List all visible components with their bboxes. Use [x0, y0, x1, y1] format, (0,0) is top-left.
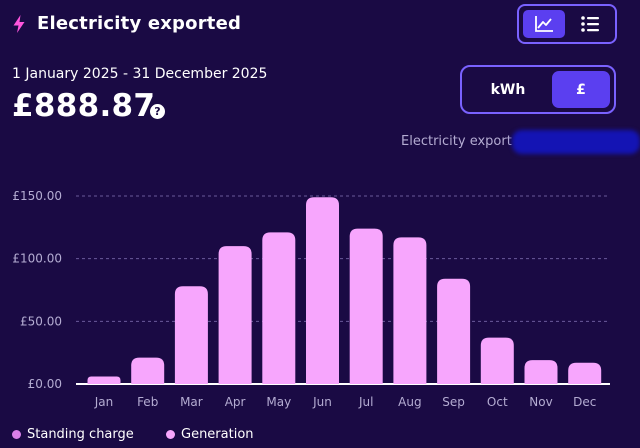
bar-jan[interactable] [87, 376, 121, 384]
redacted-value [512, 130, 640, 154]
pound-unit-button[interactable]: £ [552, 71, 610, 108]
x-tick-label-aug: Aug [398, 395, 421, 409]
x-tick-label-mar: Mar [180, 395, 203, 409]
legend-label-generation: Generation [181, 427, 254, 442]
x-tick-label-jul: Jul [358, 395, 373, 409]
chart-view-button[interactable] [523, 10, 565, 38]
help-icon[interactable]: ? [150, 104, 165, 119]
list-icon [581, 16, 599, 32]
bar-nov[interactable] [524, 360, 558, 384]
bar-may[interactable] [262, 232, 296, 384]
kwh-unit-button[interactable]: kWh [490, 81, 526, 98]
y-tick-label: £50.00 [20, 314, 62, 328]
bar-jul[interactable] [349, 228, 383, 384]
header: Electricity exported [0, 0, 640, 52]
list-view-button[interactable] [569, 10, 611, 38]
bar-mar[interactable] [174, 286, 208, 384]
export-bar-chart: £0.00 £50.00 £100.00 £150.00 Jan Feb Mar Apr May… [12, 189, 610, 409]
x-tick-label-apr: Apr [225, 395, 246, 409]
legend-item-generation[interactable]: Generation [166, 427, 254, 442]
x-tick-label-sep: Sep [442, 395, 465, 409]
legend-dot-generation [166, 430, 175, 439]
y-tick-label: £150.00 [12, 189, 62, 203]
bar-oct[interactable] [480, 337, 514, 384]
total-amount: £888.87 [12, 88, 156, 124]
x-tick-label-may: May [266, 395, 291, 409]
date-range: 1 January 2025 - 31 December 2025 [12, 66, 268, 82]
x-tick-label-dec: Dec [573, 395, 596, 409]
bar-feb[interactable] [131, 357, 165, 384]
unit-toggle: kWh £ [460, 65, 616, 114]
x-tick-label-feb: Feb [137, 395, 158, 409]
legend-item-standing-charge[interactable]: Standing charge [12, 427, 134, 442]
legend-dot-standing-charge [12, 430, 21, 439]
x-tick-label-oct: Oct [487, 395, 508, 409]
x-tick-label-jun: Jun [312, 395, 332, 409]
y-tick-label: £0.00 [28, 377, 62, 391]
bar-jun[interactable] [306, 197, 339, 384]
bar-sep[interactable] [437, 278, 471, 384]
y-tick-label: £100.00 [12, 252, 62, 266]
x-tick-label-nov: Nov [529, 395, 552, 409]
x-tick-label-jan: Jan [94, 395, 114, 409]
bar-dec[interactable] [568, 362, 602, 384]
bar-aug[interactable] [393, 237, 427, 384]
line-chart-icon [535, 16, 553, 32]
page-title: Electricity exported [37, 13, 242, 34]
lightning-bolt-icon [13, 15, 25, 33]
legend-label-standing-charge: Standing charge [27, 427, 134, 442]
series-label: Electricity export [401, 134, 512, 149]
view-toggle [517, 4, 617, 44]
bar-apr[interactable] [218, 246, 252, 384]
